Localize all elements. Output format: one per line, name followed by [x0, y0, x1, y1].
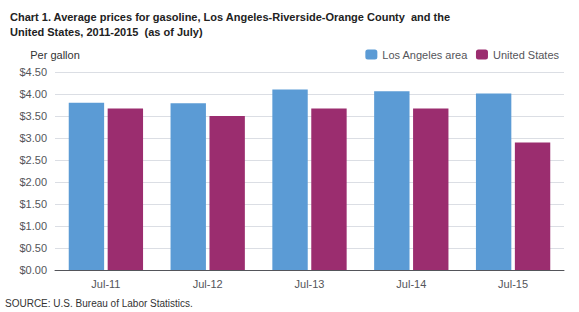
svg-text:$4.00: $4.00	[19, 88, 47, 100]
svg-text:Jul-15: Jul-15	[498, 278, 528, 290]
svg-text:Jul-11: Jul-11	[91, 278, 120, 290]
svg-text:United States, 2011-2015 (as: United States, 2011-2015 (as of July)	[10, 26, 203, 38]
svg-text:$4.50: $4.50	[19, 66, 47, 78]
svg-text:$2.00: $2.00	[19, 176, 47, 188]
svg-text:$2.50: $2.50	[19, 154, 47, 166]
svg-text:Chart 1. Average prices for ga: Chart 1. Average prices for gasoline, Lo…	[10, 11, 450, 23]
svg-text:United States: United States	[493, 49, 560, 61]
svg-text:Jul-12: Jul-12	[193, 278, 223, 290]
svg-text:Jul-13: Jul-13	[295, 278, 325, 290]
svg-text:$0.50: $0.50	[19, 242, 47, 254]
svg-text:Los Angeles area: Los Angeles area	[382, 49, 468, 61]
svg-text:Jul-14: Jul-14	[396, 278, 426, 290]
svg-text:$0.00: $0.00	[19, 264, 47, 276]
svg-text:$3.50: $3.50	[19, 110, 47, 122]
svg-text:$1.00: $1.00	[19, 220, 47, 232]
svg-text:$1.50: $1.50	[19, 198, 47, 210]
svg-text:SOURCE: U.S. Bureau of Labor S: SOURCE: U.S. Bureau of Labor Statistics.	[5, 298, 193, 309]
svg-text:$3.00: $3.00	[19, 132, 47, 144]
svg-text:Per gallon: Per gallon	[30, 49, 80, 61]
